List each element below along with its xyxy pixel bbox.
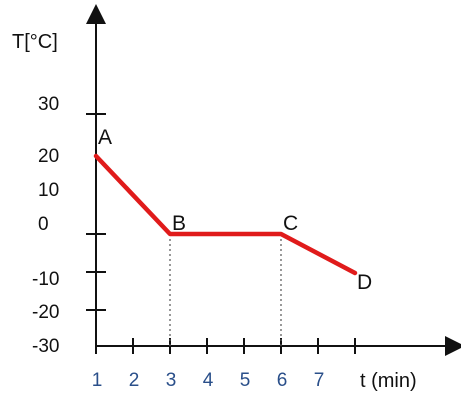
point-label-c: C — [283, 212, 298, 235]
axis-ticks: 30 20 10 0 -10 -20 -30 1 2 3 4 5 6 7 — [32, 94, 356, 391]
y-tick-label: 30 — [38, 94, 59, 115]
y-tick-label: 0 — [38, 214, 49, 235]
temperature-line — [93, 153, 358, 276]
point-label-d: D — [357, 271, 372, 294]
x-tick-label: 1 — [92, 370, 103, 391]
y-tick-label: -10 — [32, 269, 59, 290]
y-axis-title: T[°C] — [12, 31, 58, 53]
x-tick-label: 5 — [240, 370, 251, 391]
y-tick-label: -30 — [32, 336, 59, 357]
y-tick-label: 20 — [38, 146, 59, 167]
y-tick-label: 10 — [38, 180, 59, 201]
x-tick-label: 3 — [166, 370, 177, 391]
point-label-b: B — [172, 212, 186, 235]
x-tick-label: 4 — [203, 370, 214, 391]
point-label-a: A — [98, 126, 112, 149]
y-tick-label: -20 — [32, 302, 59, 323]
x-tick-label: 2 — [129, 370, 140, 391]
drop-lines — [169, 234, 282, 346]
point-labels: A B C D — [98, 126, 372, 294]
x-tick-label: 6 — [277, 370, 288, 391]
series-line — [93, 153, 358, 276]
x-tick-label: 7 — [314, 370, 325, 391]
x-axis-title: t (min) — [360, 370, 417, 392]
